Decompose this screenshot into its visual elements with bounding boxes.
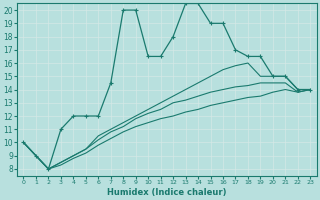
X-axis label: Humidex (Indice chaleur): Humidex (Indice chaleur): [107, 188, 227, 197]
